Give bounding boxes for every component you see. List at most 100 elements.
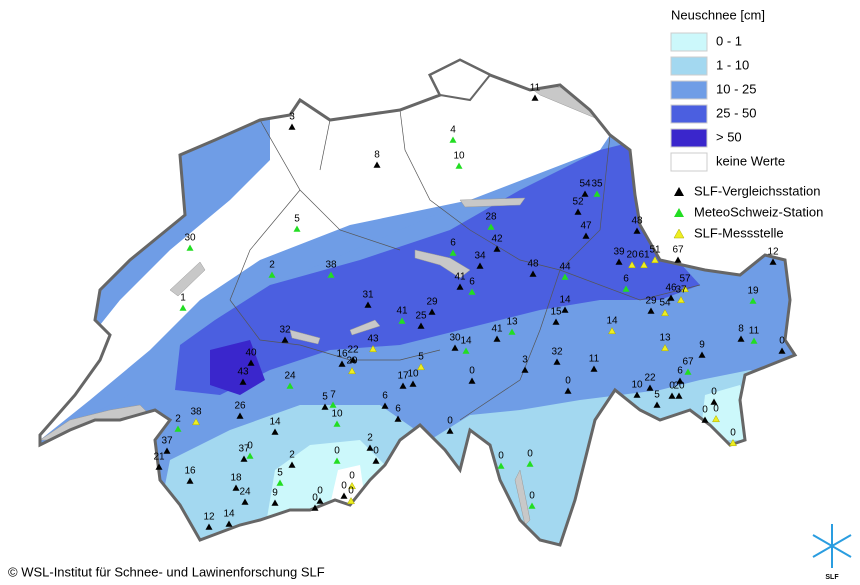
- station-marker: [622, 285, 630, 292]
- station-value: 47: [580, 221, 592, 232]
- station-value: 28: [485, 212, 497, 223]
- station-marker: [661, 308, 669, 317]
- legend-swatch: [670, 128, 708, 148]
- station-value: 52: [572, 197, 584, 208]
- legend-label: MeteoSchweiz-Station: [694, 204, 823, 219]
- station-value: 48: [527, 259, 539, 270]
- station-value: 41: [491, 324, 503, 335]
- station-marker: [553, 358, 561, 365]
- station-value: 12: [767, 247, 779, 258]
- station-value: 4: [450, 125, 456, 136]
- station-marker: [615, 258, 623, 265]
- station-marker: [364, 301, 372, 308]
- station-value: 2: [269, 260, 275, 271]
- station-value: 0: [317, 486, 323, 497]
- station-value: 20: [626, 250, 638, 261]
- station-marker: [451, 344, 459, 351]
- station-marker: [749, 297, 757, 304]
- station-value: 37: [161, 436, 173, 447]
- station-value: 0: [730, 428, 736, 439]
- legend-swatch: [670, 152, 708, 172]
- station-marker: [446, 427, 454, 434]
- station-value: 13: [506, 317, 518, 328]
- station-value: 13: [659, 333, 671, 344]
- station-marker: [286, 382, 294, 389]
- station-marker: [232, 484, 240, 491]
- station-marker: [661, 343, 669, 352]
- station-value: 14: [223, 509, 235, 520]
- station-marker: [633, 227, 641, 234]
- station-value: 0: [498, 451, 504, 462]
- station-value: 2: [175, 414, 181, 425]
- station-marker: [476, 262, 484, 269]
- station-value: 51: [649, 245, 661, 256]
- station-marker: [293, 225, 301, 232]
- station-value: 0: [527, 449, 533, 460]
- station-marker: [268, 271, 276, 278]
- zone-25-50: [175, 140, 700, 395]
- station-value: 48: [631, 216, 643, 227]
- station-marker: [369, 344, 377, 353]
- station-value: 0: [334, 446, 340, 457]
- station-value: 37: [238, 444, 250, 455]
- zone-no-data: [40, 60, 620, 440]
- station-marker: [174, 425, 182, 432]
- station-marker: [163, 447, 171, 454]
- station-value: 0: [702, 405, 708, 416]
- station-marker: [684, 368, 692, 375]
- station-marker: [205, 523, 213, 530]
- station-marker: [640, 260, 648, 269]
- station-value: 0: [529, 491, 535, 502]
- station-marker: [701, 416, 709, 423]
- station-value: 41: [396, 306, 408, 317]
- station-value: 0: [447, 416, 453, 427]
- station-marker: [508, 328, 516, 335]
- station-marker: [633, 391, 641, 398]
- station-value: 24: [239, 487, 251, 498]
- station-marker: [449, 249, 457, 256]
- station-marker: [246, 452, 254, 459]
- station-value: 22: [347, 345, 359, 356]
- station-value: 0: [247, 441, 253, 452]
- station-value: 34: [474, 251, 486, 262]
- station-value: 41: [454, 272, 466, 283]
- station-value: 0: [349, 471, 355, 482]
- station-value: 11: [530, 83, 541, 94]
- station-value: 18: [230, 473, 242, 484]
- station-marker: [409, 380, 417, 387]
- station-marker: [236, 412, 244, 419]
- station-marker: [333, 420, 341, 427]
- station-value: 57: [679, 274, 691, 285]
- station-value: 54: [579, 179, 591, 190]
- station-value: 0: [713, 404, 719, 415]
- station-marker: [288, 123, 296, 130]
- station-value: 6: [395, 404, 401, 415]
- station-value: 5: [654, 390, 660, 401]
- station-marker: [581, 190, 589, 197]
- station-value: 14: [606, 316, 618, 327]
- station-marker: [373, 161, 381, 168]
- station-value: 54: [659, 298, 671, 309]
- station-marker: [552, 318, 560, 325]
- station-value: 6: [450, 238, 456, 249]
- station-marker: [271, 499, 279, 506]
- station-value: 10: [407, 369, 419, 380]
- station-marker: [155, 463, 163, 470]
- station-marker: [647, 307, 655, 314]
- station-value: 6: [623, 274, 629, 285]
- station-marker: [608, 326, 616, 335]
- station-value: 61: [638, 250, 650, 261]
- station-marker: [372, 457, 380, 464]
- station-marker: [712, 414, 720, 423]
- station-value: 11: [589, 354, 600, 365]
- station-value: 15: [550, 307, 562, 318]
- station-value: 0: [312, 493, 318, 504]
- station-marker: [778, 347, 786, 354]
- station-marker: [417, 322, 425, 329]
- station-value: 2: [367, 433, 373, 444]
- station-marker: [729, 438, 737, 447]
- station-marker: [462, 347, 470, 354]
- legend-label: 1 - 10: [716, 57, 749, 72]
- legend-label: > 50: [716, 129, 742, 144]
- station-value: 67: [682, 357, 694, 368]
